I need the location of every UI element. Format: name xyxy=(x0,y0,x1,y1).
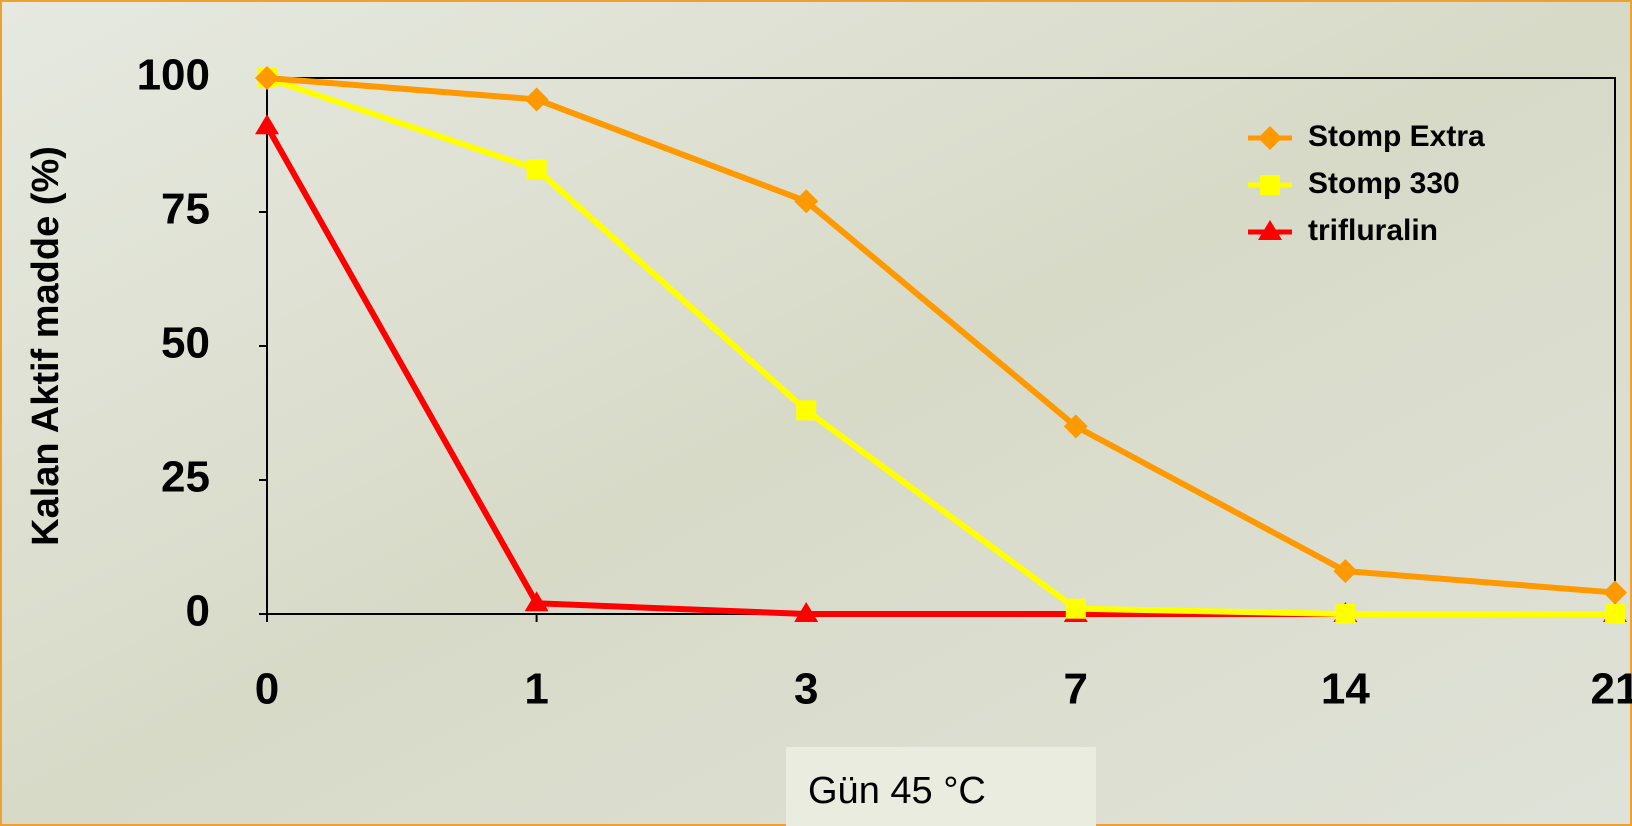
x-axis-title: Gün 45 °C xyxy=(808,770,986,812)
x-tick-label: 3 xyxy=(794,665,818,714)
x-tick-label: 14 xyxy=(1321,665,1370,714)
y-axis-title: Kalan Aktif madde (%) xyxy=(25,146,67,546)
data-point xyxy=(1605,604,1625,624)
legend-label: Stomp Extra xyxy=(1308,120,1485,153)
data-point xyxy=(796,400,816,420)
y-tick-label: 50 xyxy=(161,319,210,368)
y-tick-label: 75 xyxy=(161,185,210,234)
data-point xyxy=(1335,604,1355,624)
y-tick-label: 0 xyxy=(186,587,210,636)
x-tick-label: 0 xyxy=(255,665,279,714)
x-tick-label: 21 xyxy=(1591,665,1632,714)
x-tick-label: 7 xyxy=(1064,665,1088,714)
y-tick-label: 100 xyxy=(137,51,210,100)
legend-label: Stomp 330 xyxy=(1308,167,1460,200)
y-tick-label: 25 xyxy=(161,453,210,502)
legend-label: trifluralin xyxy=(1308,214,1438,247)
data-point xyxy=(1066,599,1086,619)
chart: Kalan Aktif madde (%) Gün 45 °C 0 25 50 75 1… xyxy=(0,0,1632,826)
x-tick-label: 1 xyxy=(524,665,548,714)
data-point xyxy=(527,159,547,179)
